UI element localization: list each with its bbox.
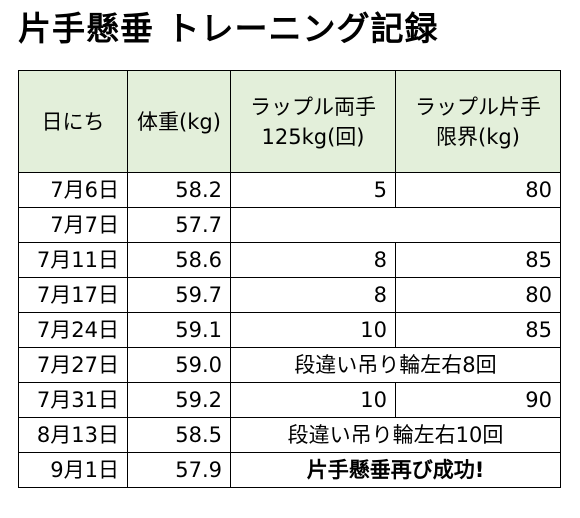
weight-cell: 57.7 [128, 208, 231, 243]
header-both-hands: ラップル両手 125kg(回) [231, 71, 396, 173]
single-hand-cell [396, 208, 561, 243]
date-cell: 7月17日 [19, 278, 128, 313]
header-both-hands-line1: ラップル両手 [235, 92, 391, 122]
both-hands-cell: 10 [231, 313, 396, 348]
date-cell: 7月27日 [19, 348, 128, 383]
date-cell: 9月1日 [19, 453, 128, 488]
weight-cell: 57.9 [128, 453, 231, 488]
table-row: 8月13日 58.5 段違い吊り輪左右10回 [19, 418, 561, 453]
weight-cell: 58.6 [128, 243, 231, 278]
weight-cell: 59.0 [128, 348, 231, 383]
table-row: 7月7日 57.7 [19, 208, 561, 243]
table-row: 7月6日 58.2 5 80 [19, 173, 561, 208]
page-title: 片手懸垂 トレーニング記録 [18, 6, 439, 52]
header-single-hand: ラップル片手 限界(kg) [396, 71, 561, 173]
weight-cell: 58.2 [128, 173, 231, 208]
date-cell: 7月7日 [19, 208, 128, 243]
header-row: 日にち 体重(kg) ラップル両手 125kg(回) ラップル片手 限界(kg) [19, 71, 561, 173]
both-hands-cell: 10 [231, 383, 396, 418]
single-hand-cell: 85 [396, 313, 561, 348]
date-cell: 7月11日 [19, 243, 128, 278]
table-row: 7月11日 58.6 8 85 [19, 243, 561, 278]
date-cell: 8月13日 [19, 418, 128, 453]
table-row: 7月31日 59.2 10 90 [19, 383, 561, 418]
date-cell: 7月24日 [19, 313, 128, 348]
table-row: 7月27日 59.0 段違い吊り輪左右8回 [19, 348, 561, 383]
table-row: 9月1日 57.9 片手懸垂再び成功! [19, 453, 561, 488]
single-hand-cell: 80 [396, 278, 561, 313]
header-weight: 体重(kg) [128, 71, 231, 173]
date-cell: 7月31日 [19, 383, 128, 418]
note-cell: 段違い吊り輪左右8回 [231, 348, 561, 383]
header-date: 日にち [19, 71, 128, 173]
both-hands-cell: 8 [231, 278, 396, 313]
note-cell: 段違い吊り輪左右10回 [231, 418, 561, 453]
date-cell: 7月6日 [19, 173, 128, 208]
single-hand-cell: 85 [396, 243, 561, 278]
both-hands-cell: 8 [231, 243, 396, 278]
table-row: 7月24日 59.1 10 85 [19, 313, 561, 348]
header-both-hands-line2: 125kg(回) [235, 122, 391, 152]
weight-cell: 59.2 [128, 383, 231, 418]
training-log-table: 日にち 体重(kg) ラップル両手 125kg(回) ラップル片手 限界(kg)… [18, 70, 561, 488]
weight-cell: 58.5 [128, 418, 231, 453]
single-hand-cell: 80 [396, 173, 561, 208]
table-row: 7月17日 59.7 8 80 [19, 278, 561, 313]
note-cell: 片手懸垂再び成功! [231, 453, 561, 488]
weight-cell: 59.7 [128, 278, 231, 313]
both-hands-cell: 5 [231, 173, 396, 208]
weight-cell: 59.1 [128, 313, 231, 348]
header-single-hand-line1: ラップル片手 [400, 92, 556, 122]
header-single-hand-line2: 限界(kg) [400, 122, 556, 152]
single-hand-cell: 90 [396, 383, 561, 418]
both-hands-cell [231, 208, 396, 243]
